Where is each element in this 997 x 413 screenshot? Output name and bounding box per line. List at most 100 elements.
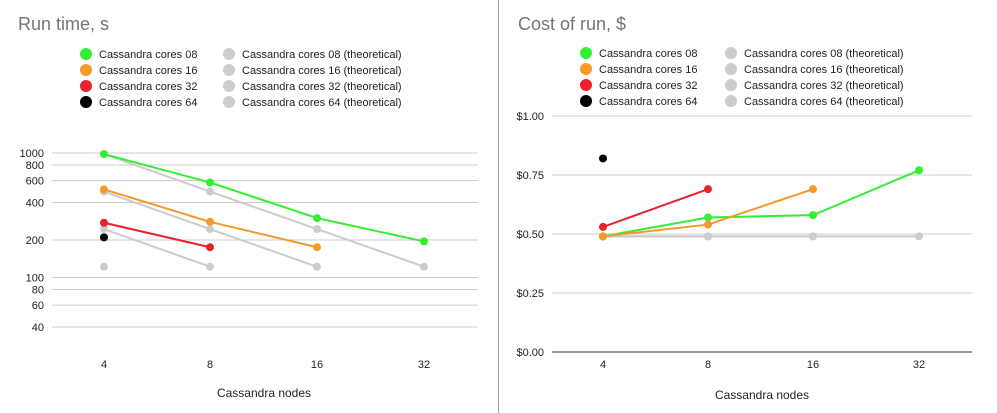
legend-label: Cassandra cores 32 — [599, 80, 697, 92]
data-point — [915, 232, 923, 241]
legend-label: Cassandra cores 32 (theoretical) — [744, 80, 904, 92]
data-point — [599, 154, 607, 163]
legend-marker — [725, 95, 737, 107]
legend-item: Cassandra cores 16 — [580, 63, 697, 76]
x-tick-label: 32 — [418, 359, 430, 371]
y-tick-label: 60 — [32, 300, 44, 312]
y-tick-label: 80 — [32, 285, 44, 297]
legend-label: Cassandra cores 32 — [99, 81, 197, 93]
chart-title: Cost of run, $ — [518, 14, 626, 34]
series-line — [602, 188, 709, 228]
legend-label: Cassandra cores 08 (theoretical) — [242, 49, 402, 61]
data-point — [206, 178, 214, 187]
series-6 — [100, 225, 214, 271]
data-point — [420, 237, 428, 246]
y-tick-label: $0.25 — [516, 288, 544, 300]
legend-item: Cassandra cores 32 (theoretical) — [725, 79, 904, 92]
data-point — [704, 213, 712, 222]
legend-label: Cassandra cores 64 (theoretical) — [242, 97, 402, 109]
legend-label: Cassandra cores 16 (theoretical) — [744, 64, 904, 76]
x-tick-label: 4 — [600, 359, 606, 371]
series-2 — [599, 185, 712, 231]
legend-label: Cassandra cores 64 — [99, 97, 197, 109]
data-point — [313, 262, 321, 271]
data-point — [100, 185, 108, 194]
legend-marker — [580, 95, 592, 107]
legend-item: Cassandra cores 16 — [80, 64, 197, 77]
legend-item: Cassandra cores 16 (theoretical) — [725, 63, 904, 76]
legend-item: Cassandra cores 08 — [80, 48, 197, 61]
series-line — [602, 169, 920, 238]
y-tick-label: $0.50 — [516, 229, 544, 241]
data-point — [915, 166, 923, 175]
series-1 — [599, 185, 817, 241]
data-point — [100, 218, 108, 227]
cost-chart-panel: Cost of run, $ Cassandra cores 08 Cassandr… — [500, 0, 997, 413]
legend-item: Cassandra cores 64 (theoretical) — [725, 95, 904, 108]
data-point — [704, 232, 712, 241]
series-line — [602, 188, 814, 238]
legend-item: Cassandra cores 32 — [80, 80, 197, 93]
y-tick-label: 800 — [26, 160, 44, 172]
legend-item: Cassandra cores 16 (theoretical) — [223, 64, 402, 77]
chart-title: Run time, s — [18, 14, 109, 34]
y-tick-label: $0.00 — [516, 347, 544, 359]
legend-label: Cassandra cores 08 (theoretical) — [744, 48, 904, 60]
legend-label: Cassandra cores 32 (theoretical) — [242, 81, 402, 93]
legend-marker — [725, 79, 737, 91]
run-time-chart-panel: Run time, s Cassandra cores 08 Cassandra c… — [0, 0, 498, 413]
legend-marker — [80, 48, 92, 60]
y-tick-label: $0.75 — [516, 170, 544, 182]
series-line — [103, 153, 425, 243]
legend-item: Cassandra cores 64 — [580, 95, 697, 108]
legend-marker — [80, 64, 92, 76]
y-tick-label: 200 — [26, 235, 44, 247]
y-tick-label: 400 — [26, 198, 44, 210]
legend-marker — [580, 79, 592, 91]
legend-marker — [80, 96, 92, 108]
data-point — [100, 150, 108, 159]
legend-marker — [223, 48, 235, 60]
data-point — [809, 185, 817, 194]
data-point — [206, 225, 214, 234]
legend-label: Cassandra cores 08 — [599, 48, 697, 60]
data-point — [206, 217, 214, 226]
data-point — [809, 211, 817, 220]
series-0 — [100, 150, 428, 246]
x-tick-label: 16 — [311, 359, 323, 371]
legend-marker — [725, 63, 737, 75]
series-7 — [100, 262, 108, 271]
data-point — [313, 243, 321, 252]
data-point — [206, 243, 214, 252]
legend-marker — [725, 47, 737, 59]
run-time-chart: Run time, s Cassandra cores 08 Cassandra c… — [18, 14, 478, 400]
legend-item: Cassandra cores 64 (theoretical) — [223, 96, 402, 109]
series-line — [103, 153, 425, 268]
series-1 — [100, 185, 321, 252]
y-tick-label: 100 — [26, 272, 44, 284]
legend-marker — [223, 96, 235, 108]
legend-marker — [580, 47, 592, 59]
legend-item: Cassandra cores 32 — [580, 79, 697, 92]
data-point — [100, 225, 108, 234]
legend-item: Cassandra cores 08 (theoretical) — [223, 48, 402, 61]
x-tick-label: 4 — [101, 359, 107, 371]
legend-marker — [580, 63, 592, 75]
legend-label: Cassandra cores 16 (theoretical) — [242, 65, 402, 77]
legend-item: Cassandra cores 64 — [80, 96, 197, 109]
x-axis-title: Cassandra nodes — [217, 386, 311, 400]
legend-item: Cassandra cores 08 — [580, 47, 697, 60]
legend-marker — [80, 80, 92, 92]
data-point — [704, 220, 712, 229]
legend-item: Cassandra cores 08 (theoretical) — [725, 47, 904, 60]
legend-label: Cassandra cores 16 — [99, 65, 197, 77]
series-3 — [599, 154, 607, 163]
data-point — [704, 185, 712, 194]
y-tick-label: 1000 — [20, 148, 44, 160]
data-point — [809, 232, 817, 241]
x-tick-label: 16 — [807, 359, 819, 371]
panel-divider — [498, 0, 499, 413]
x-axis-title: Cassandra nodes — [715, 388, 809, 402]
legend-label: Cassandra cores 64 (theoretical) — [744, 96, 904, 108]
x-tick-label: 8 — [705, 359, 711, 371]
